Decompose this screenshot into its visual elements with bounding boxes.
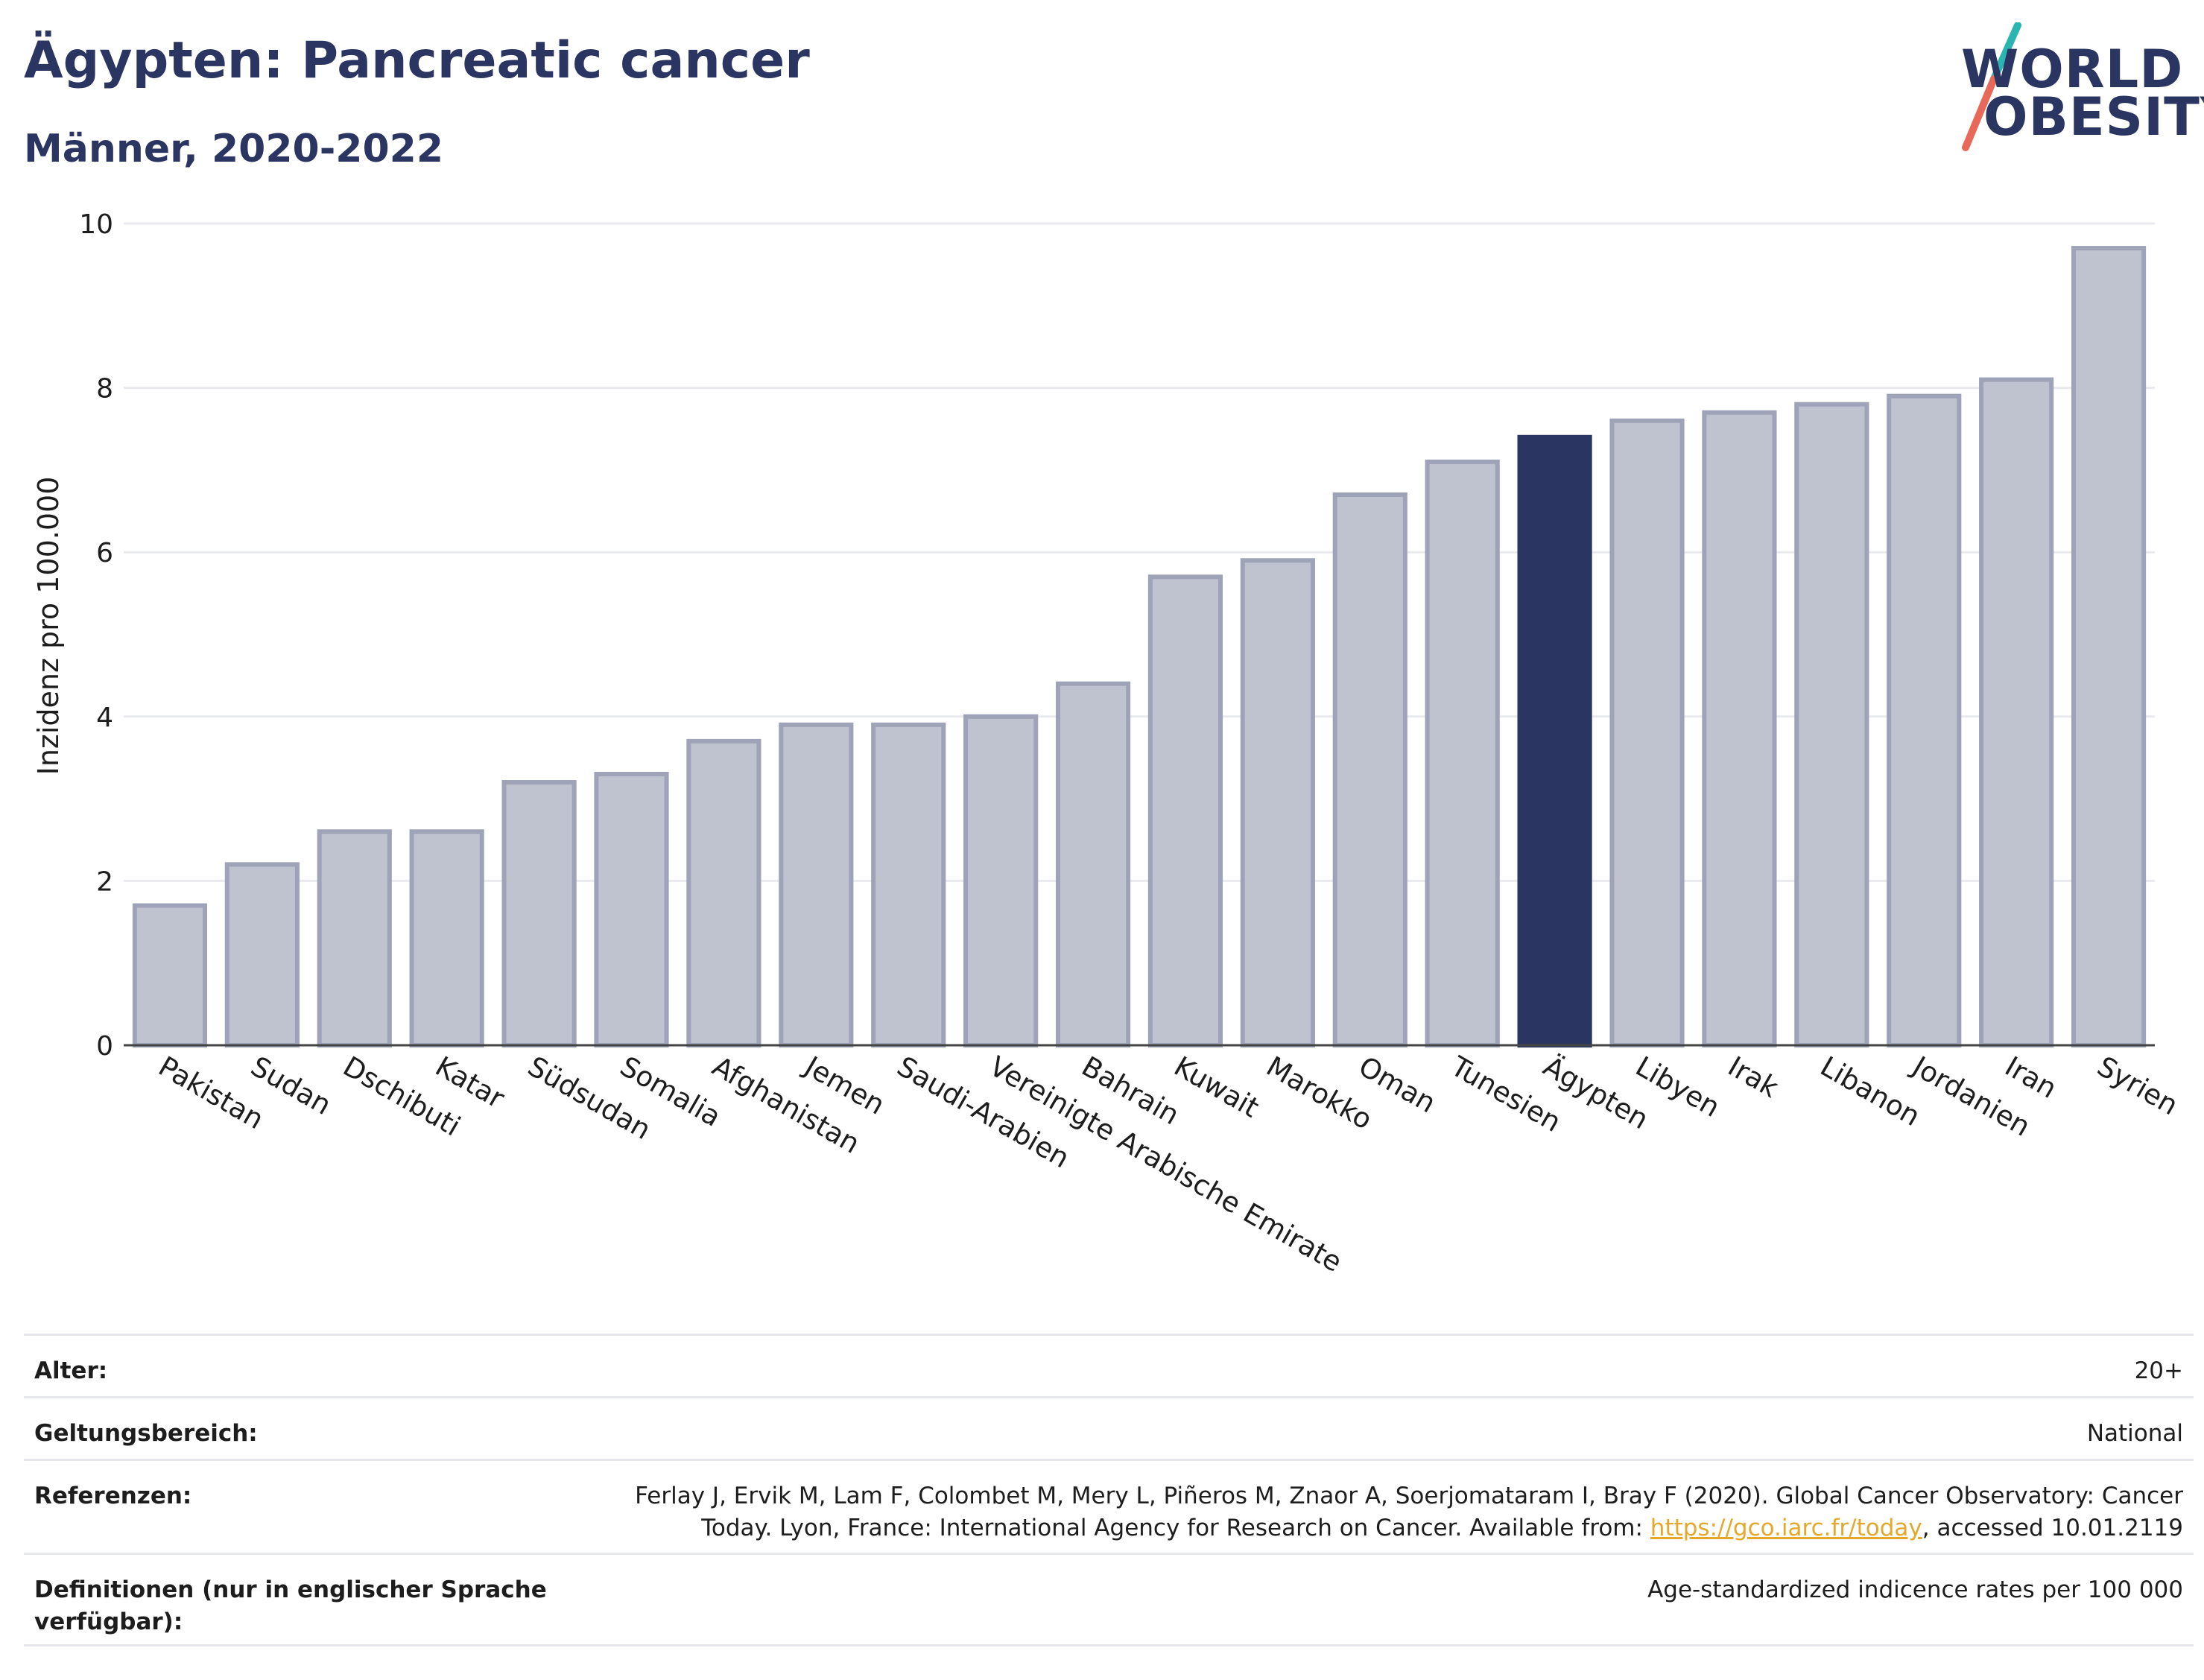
world-obesity-logo: WORLD OBESITY [1937,22,2204,156]
y-tick-label: 2 [96,866,113,897]
meta-row-age: Alter: 20+ [24,1334,2194,1396]
y-tick-label: 10 [79,209,113,240]
meta-label-age: Alter: [34,1357,108,1384]
y-tick-label: 6 [96,538,113,568]
reference-accessed: , accessed 10.01.2119 [1922,1515,2183,1542]
logo-line-1: WORLD [1961,39,2184,100]
bar-21 [2071,246,2147,1048]
bar-8 [871,722,946,1048]
y-tick-label: 4 [96,703,113,733]
bar-19 [1887,393,1962,1047]
bar-2 [317,829,392,1047]
meta-value-scope: National [2086,1420,2183,1447]
meta-label-scope: Geltungsbereich: [34,1420,258,1447]
bar-6 [686,738,761,1047]
bar-9 [963,714,1039,1047]
meta-row-scope: Geltungsbereich: National [24,1396,2194,1459]
y-axis-label: Inzidenz pro 100.000 [32,477,65,776]
bar-16 [1609,418,1685,1048]
x-tick-label: Iran [2000,1050,2062,1105]
x-tick-label: Kuwait [1168,1050,1264,1124]
reference-link[interactable]: https://gco.iarc.fr/today [1650,1515,1922,1542]
page-subtitle: Männer, 2020-2022 [24,127,444,171]
page-title: Ägypten: Pancreatic cancer [24,31,810,90]
bar-7 [779,722,854,1048]
bar-layer [124,246,2155,1048]
bar-11 [1147,574,1223,1047]
logo-line-2: OBESITY [1983,86,2204,148]
meta-row-references: Referenzen: Ferlay J, Ervik M, Lam F, Co… [24,1459,2194,1553]
bar-15 [1517,434,1592,1047]
logo-slash-icon [1962,22,2021,151]
y-tick-label: 8 [96,374,113,405]
meta-label-references: Referenzen: [34,1483,192,1509]
bar-4 [501,780,577,1047]
x-tick-label: Irak [1723,1050,1785,1105]
x-tick-label: Libanon [1815,1050,1925,1133]
bar-1 [224,862,300,1048]
bar-0 [132,903,208,1047]
bar-17 [1702,410,1777,1047]
meta-label-definitions: Definitionen (nur in englischer Sprache … [34,1576,547,1635]
meta-row-definitions: Definitionen (nur in englischer Sprache … [24,1553,2194,1646]
reference-text: Ferlay J, Ervik M, Lam F, Colombet M, Me… [635,1483,2183,1542]
meta-value-references: Ferlay J, Ervik M, Lam F, Colombet M, Me… [618,1480,2183,1545]
bar-5 [594,772,669,1047]
x-tick-label: Syrien [2092,1050,2184,1122]
bar-10 [1055,681,1131,1047]
bar-13 [1332,492,1407,1047]
bar-12 [1240,558,1315,1048]
meta-value-definitions: Age-standardized indicence rates per 100… [1647,1576,2183,1603]
bar-18 [1794,402,1869,1048]
bar-3 [409,829,484,1047]
x-tick-label: Marokko [1261,1050,1377,1136]
y-tick-label: 0 [96,1031,113,1062]
metadata-table: Alter: 20+ Geltungsbereich: National Ref… [24,1334,2194,1646]
bar-20 [1979,377,2054,1047]
bar-14 [1425,459,1500,1047]
x-tick-label: Pakistan [153,1050,269,1136]
meta-value-age: 20+ [2134,1357,2183,1384]
